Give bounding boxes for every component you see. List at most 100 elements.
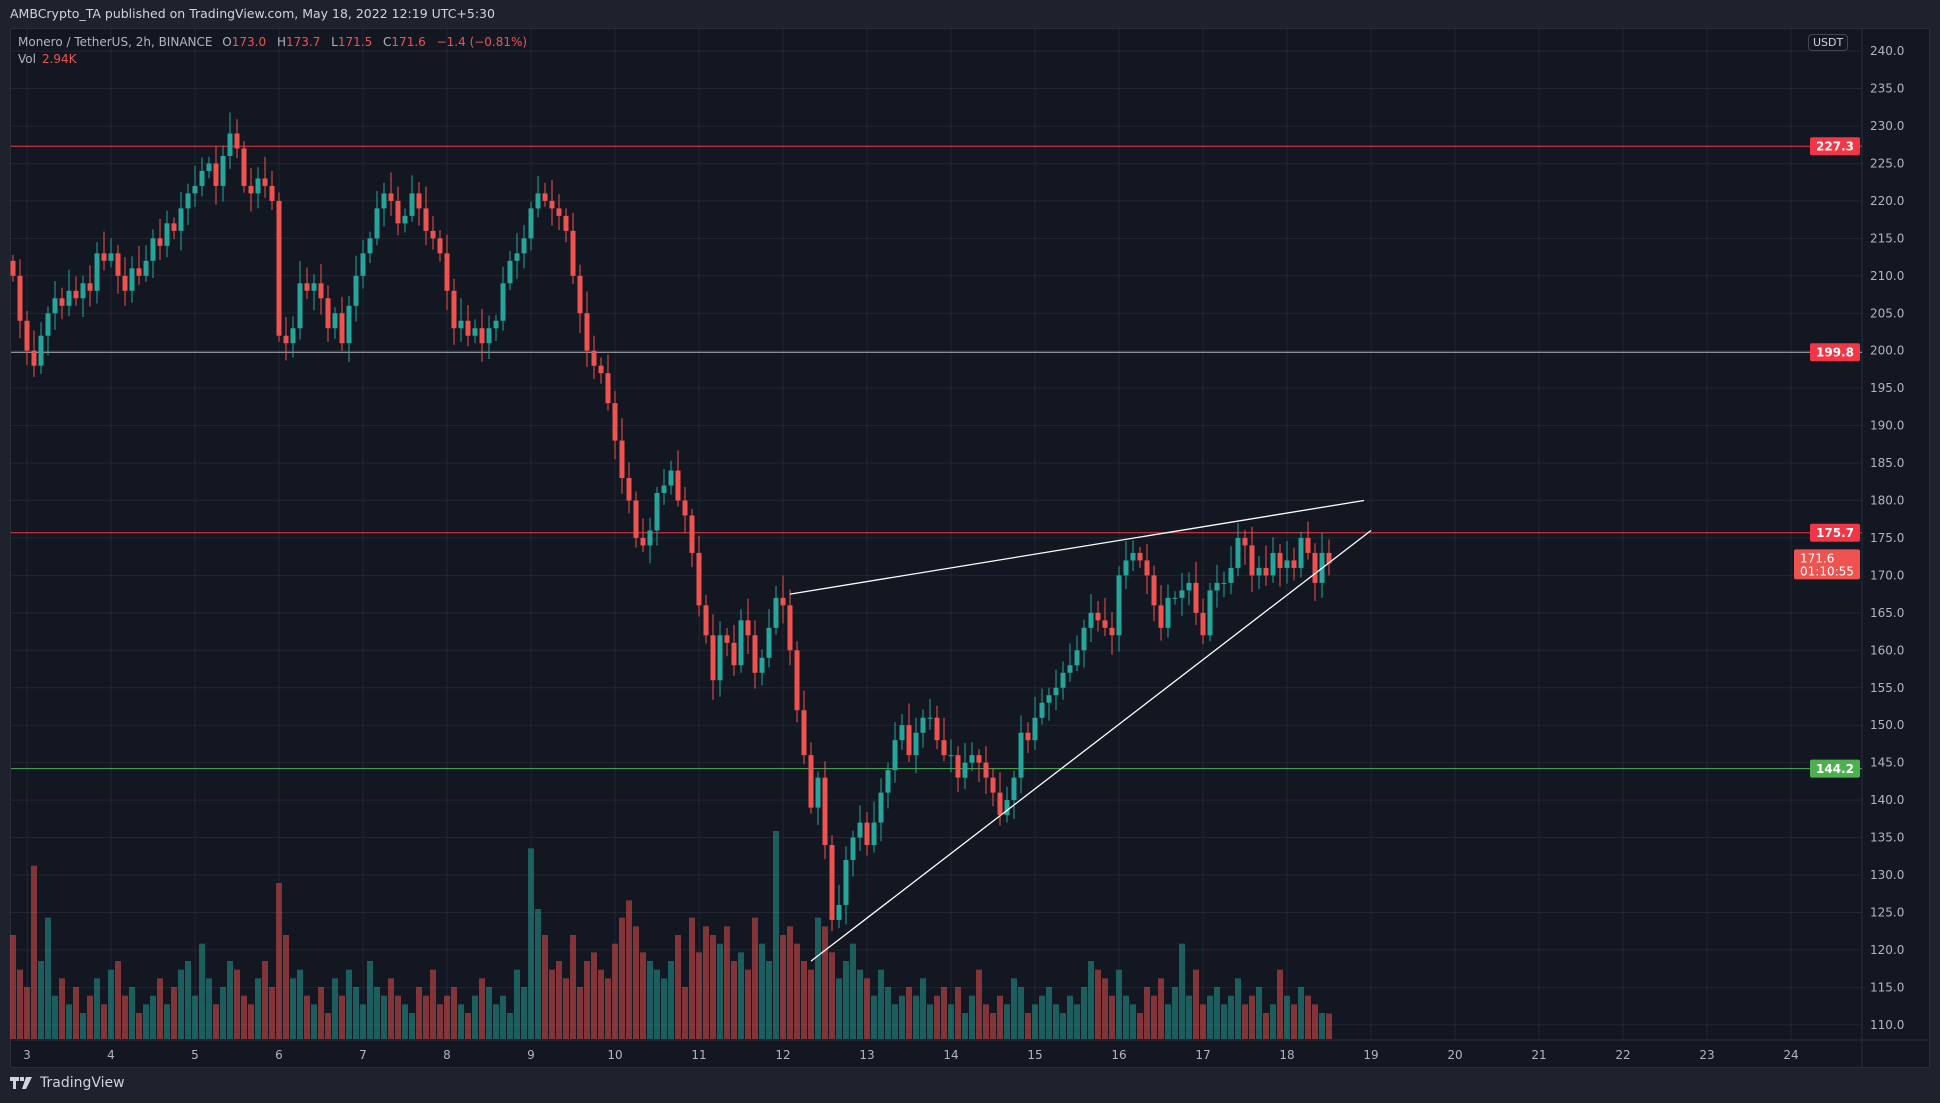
candle-down (1109, 627, 1115, 636)
candle-up (759, 657, 765, 673)
candle-up (1081, 627, 1087, 651)
candle-up (311, 283, 317, 291)
candle-up (1284, 560, 1290, 568)
candle-down (829, 845, 835, 920)
publish-info: AMBCrypto_TA published on TradingView.co… (10, 6, 495, 21)
candle-down (675, 470, 681, 501)
candle-down (1144, 560, 1150, 576)
volume-bar (801, 961, 807, 1039)
candle-up (1088, 612, 1094, 628)
candle-up (1018, 732, 1024, 778)
price-axis: 110.0 115.0 120.0 125.0 130.0 135.0 140.0 145.0… (1794, 44, 1904, 1032)
candle-up (1032, 717, 1038, 741)
price-tick-label: 185.0 (1870, 456, 1904, 470)
date-tick-label: 11 (691, 1048, 706, 1062)
volume-bar (857, 969, 863, 1039)
candle-down (1095, 612, 1101, 621)
volume-bar (395, 995, 401, 1039)
candle-down (241, 148, 247, 186)
date-tick-label: 5 (191, 1048, 199, 1062)
price-tick-label: 155.0 (1870, 681, 1904, 695)
candle-up (1270, 552, 1276, 576)
candle-up (381, 193, 387, 209)
volume-bar (1263, 1013, 1269, 1039)
candle-down (696, 552, 702, 606)
last-price-label: 171.6 (1800, 551, 1834, 565)
volume-bar (507, 1013, 513, 1039)
candle-up (178, 208, 184, 231)
candle-down (157, 238, 163, 246)
symbol-legend: Monero / TetherUS, 2h, BINANCE O173.0 H1… (18, 34, 533, 68)
currency-badge[interactable]: USDT (1808, 34, 1849, 51)
volume-bar (1291, 1004, 1297, 1039)
volume-bar (1214, 987, 1220, 1039)
candle-down (451, 290, 457, 329)
candle-down (626, 478, 632, 501)
volume-bar (31, 865, 37, 1039)
date-tick-label: 19 (1363, 1048, 1378, 1062)
volume-bar (1319, 1013, 1325, 1039)
date-tick-label: 13 (859, 1048, 874, 1062)
volume-bar (1165, 1004, 1171, 1039)
candle-up (1116, 575, 1122, 636)
date-tick-label: 9 (527, 1048, 535, 1062)
candle-down (1151, 575, 1157, 606)
symbol-name[interactable]: Monero / TetherUS, 2h, BINANCE (18, 35, 213, 49)
volume-bar (1207, 995, 1213, 1039)
volume-bar (248, 1004, 254, 1039)
volume-bar (178, 969, 184, 1039)
volume-bar (724, 926, 730, 1039)
date-tick-label: 3 (23, 1048, 31, 1062)
candle-up (1004, 800, 1010, 816)
candle-down (269, 185, 275, 201)
candle-down (983, 762, 989, 778)
level-label-bg (1810, 137, 1860, 156)
candle-down (1249, 545, 1255, 576)
candle-up (458, 320, 464, 329)
volume-bar (584, 961, 590, 1039)
candle-down (689, 515, 695, 553)
volume-bar (640, 952, 646, 1039)
candle-up (969, 755, 975, 763)
tradingview-brand[interactable]: TradingView (40, 1075, 125, 1091)
candle-up (661, 485, 667, 494)
volume-bar (101, 1004, 107, 1039)
candle-up (948, 755, 954, 757)
candle-down (31, 350, 37, 366)
candle-down (423, 208, 429, 231)
candle-up (850, 837, 856, 861)
candle-down (1158, 605, 1164, 628)
candle-up (521, 238, 527, 254)
candle-up (514, 253, 520, 261)
candle-down (570, 230, 576, 276)
candle-up (857, 822, 863, 838)
candle-down (598, 365, 604, 374)
candle-up (766, 627, 772, 658)
candle-down (479, 328, 485, 344)
volume-bar (500, 995, 506, 1039)
last-price-label-bg (1794, 549, 1860, 580)
volume-bar (437, 1004, 443, 1039)
volume-bar (1095, 969, 1101, 1039)
candle-up (668, 470, 674, 486)
volume-bar (304, 995, 310, 1039)
volume-bar (948, 1004, 954, 1039)
volume-bar (654, 969, 660, 1039)
candle-down (395, 200, 401, 224)
volume-bar (1081, 987, 1087, 1039)
candle-up (773, 597, 779, 628)
volume-bar (871, 995, 877, 1039)
volume-bar (535, 909, 541, 1039)
volume-bar (45, 917, 51, 1039)
volume-bar (1144, 987, 1150, 1039)
candle-up (1067, 665, 1073, 673)
volume-bar (108, 969, 114, 1039)
volume-label[interactable]: Vol (18, 52, 36, 66)
candle-up (185, 193, 191, 209)
volume-bar (129, 987, 135, 1039)
candle-down (563, 215, 569, 231)
volume-bar (423, 995, 429, 1039)
volume-bar (143, 1004, 149, 1039)
candles (10, 112, 1332, 932)
